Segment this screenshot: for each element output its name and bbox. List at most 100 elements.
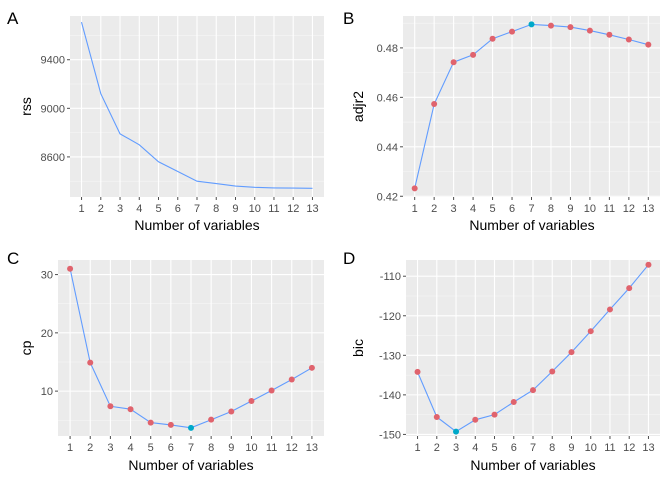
y-axis-title: adjr2 bbox=[350, 91, 366, 122]
x-tick-label: 11 bbox=[268, 203, 279, 215]
series-line bbox=[80, 21, 313, 189]
x-tick-label: 13 bbox=[306, 203, 318, 215]
y-tick-label: 20 bbox=[41, 328, 53, 340]
data-point bbox=[414, 368, 421, 375]
y-tick-label: 0.48 bbox=[377, 43, 398, 55]
x-tick-label: 2 bbox=[431, 203, 437, 215]
x-tick-label: 7 bbox=[188, 442, 194, 454]
x-tick-label: 10 bbox=[585, 442, 597, 454]
panel-b: 0.420.440.460.481 2 3 4 5 6 7 8 9 10 11 12 13 Number… bbox=[350, 16, 660, 233]
y-axis-title: cp bbox=[18, 340, 34, 355]
x-tick-label: 5 bbox=[155, 203, 161, 215]
x-axis-title: Number of variables bbox=[128, 457, 253, 473]
x-tick-label: 6 bbox=[511, 442, 517, 454]
y-tick-label: -130 bbox=[379, 350, 401, 362]
data-point bbox=[568, 349, 575, 356]
x-tick-label: 11 bbox=[604, 442, 615, 454]
gridlines bbox=[70, 16, 324, 197]
data-point bbox=[626, 285, 633, 292]
data-point bbox=[470, 51, 477, 58]
data-point bbox=[248, 398, 255, 405]
data-point bbox=[530, 387, 536, 394]
data-point bbox=[208, 416, 215, 423]
data-point bbox=[147, 419, 154, 426]
data-point bbox=[510, 398, 517, 405]
x-tick-label: 8 bbox=[548, 203, 554, 215]
optimal-point bbox=[528, 21, 535, 28]
data-point bbox=[509, 28, 516, 35]
data-point bbox=[645, 261, 652, 268]
data-point bbox=[567, 24, 574, 31]
data-point bbox=[491, 411, 498, 418]
x-tick-label: 2 bbox=[87, 442, 93, 454]
x-tick-label: 10 bbox=[584, 203, 596, 215]
data-point bbox=[450, 59, 457, 66]
x-tick-label: 13 bbox=[642, 203, 654, 215]
y-tick-label: 9400 bbox=[41, 55, 65, 67]
x-tick-label: 3 bbox=[107, 442, 113, 454]
x-tick-label: 1 bbox=[67, 442, 73, 454]
y-axis-title: bic bbox=[350, 339, 366, 357]
data-point bbox=[433, 414, 440, 421]
x-tick-label: 8 bbox=[213, 203, 219, 215]
x-tick-label: 12 bbox=[623, 203, 635, 215]
data-point bbox=[549, 368, 556, 375]
data-point bbox=[288, 376, 295, 383]
x-tick-label: 4 bbox=[470, 203, 476, 215]
data-point bbox=[586, 27, 593, 34]
gridlines bbox=[403, 16, 660, 197]
y-tick-label: 30 bbox=[41, 270, 53, 282]
x-tick-label: 6 bbox=[509, 203, 515, 215]
x-tick-label: 5 bbox=[491, 442, 497, 454]
data-point bbox=[606, 31, 613, 38]
x-tick-label: 11 bbox=[604, 203, 615, 215]
x-tick-label: 4 bbox=[127, 442, 133, 454]
data-point bbox=[228, 408, 235, 415]
x-tick-label: 9 bbox=[568, 442, 574, 454]
data-point bbox=[489, 35, 496, 42]
x-tick-label: 5 bbox=[148, 442, 154, 454]
data-point bbox=[587, 328, 594, 335]
optimal-point bbox=[188, 424, 194, 431]
axis-ticks: 0.420.440.460.481 2 3 4 5 6 7 8 9 10 11 12 13 bbox=[377, 43, 655, 215]
data-marks bbox=[414, 261, 652, 435]
y-tick-label: 10 bbox=[41, 386, 53, 398]
data-point bbox=[87, 359, 94, 366]
y-tick-label: -120 bbox=[379, 311, 401, 323]
x-tick-label: 12 bbox=[286, 442, 298, 454]
gridlines bbox=[58, 260, 324, 436]
x-tick-label: 7 bbox=[194, 203, 200, 215]
y-tick-label: 8600 bbox=[41, 152, 65, 164]
x-tick-label: 2 bbox=[98, 203, 104, 215]
x-tick-label: 9 bbox=[567, 203, 573, 215]
panel-tag-b: B bbox=[343, 9, 354, 28]
x-tick-label: 6 bbox=[175, 203, 181, 215]
x-tick-label: 12 bbox=[623, 442, 635, 454]
x-tick-label: 3 bbox=[453, 442, 459, 454]
x-tick-label: 7 bbox=[530, 442, 536, 454]
x-tick-label: 13 bbox=[642, 442, 654, 454]
optimal-point bbox=[453, 428, 460, 435]
x-tick-label: 1 bbox=[414, 442, 420, 454]
y-tick-label: 0.46 bbox=[377, 92, 398, 104]
x-tick-label: 9 bbox=[232, 203, 238, 215]
x-tick-label: 3 bbox=[117, 203, 123, 215]
x-tick-label: 1 bbox=[412, 203, 418, 215]
y-tick-label: 0.44 bbox=[377, 142, 398, 154]
x-tick-label: 12 bbox=[287, 203, 299, 215]
data-point bbox=[107, 403, 114, 410]
panel-tag-d: D bbox=[343, 249, 355, 268]
data-point bbox=[127, 406, 134, 413]
data-marks bbox=[80, 21, 313, 189]
panel-tag-a: A bbox=[7, 9, 19, 28]
panel-tag-c: C bbox=[7, 249, 19, 268]
x-tick-label: 6 bbox=[168, 442, 174, 454]
x-tick-label: 2 bbox=[434, 442, 440, 454]
data-point bbox=[67, 265, 74, 272]
x-tick-label: 10 bbox=[245, 442, 257, 454]
